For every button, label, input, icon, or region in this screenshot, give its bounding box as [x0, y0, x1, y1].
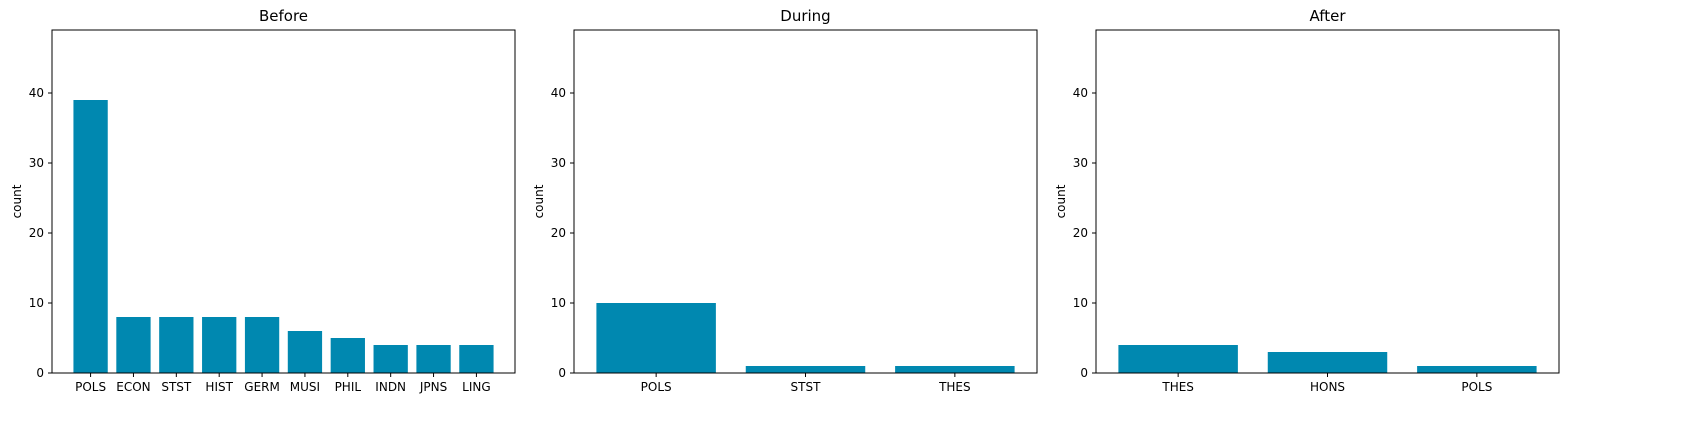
bar — [1417, 366, 1537, 373]
y-tick-label: 20 — [29, 226, 44, 240]
x-tick-label: JPNS — [419, 380, 447, 394]
chart-panel-1: POLS ECON STST HIST GERM MUSI PHIL INDN JPNS LING… — [10, 7, 516, 394]
bar — [73, 100, 108, 373]
y-tick-label: 10 — [29, 296, 44, 310]
x-tick-label: STST — [161, 380, 192, 394]
x-tick-label: HONS — [1310, 380, 1345, 394]
y-tick-label: 30 — [1073, 156, 1088, 170]
bar — [745, 366, 866, 373]
bar — [330, 338, 365, 373]
bar — [287, 331, 323, 373]
plot-frame — [51, 29, 516, 374]
x-tick-label: POLS — [1461, 380, 1492, 394]
chart-panel-3: THES HONS POLS 0 10 20 30 40 After count — [1054, 7, 1560, 394]
bar — [416, 345, 451, 373]
x-tick-label: LING — [462, 380, 491, 394]
y-tick-label: 10 — [1073, 296, 1088, 310]
y-tick-label: 0 — [36, 366, 44, 380]
y-tick-label: 30 — [29, 156, 44, 170]
bar — [373, 345, 408, 373]
x-tick-label: STST — [791, 380, 822, 394]
y-tick-label: 0 — [1080, 366, 1088, 380]
plot-frame — [573, 29, 1038, 374]
x-tick-label: THES — [1161, 380, 1194, 394]
chart-title: During — [780, 7, 830, 25]
y-tick-label: 20 — [1073, 226, 1088, 240]
x-tick-label: MUSI — [290, 380, 320, 394]
y-tick-label: 0 — [558, 366, 566, 380]
x-tick-label: ECON — [116, 380, 150, 394]
y-tick-label: 20 — [551, 226, 566, 240]
x-tick-label: THES — [938, 380, 971, 394]
bar — [116, 317, 151, 373]
chart-title: Before — [259, 7, 308, 25]
x-tick-label: GERM — [244, 380, 280, 394]
y-axis-label: count — [10, 184, 24, 218]
y-tick-label: 30 — [551, 156, 566, 170]
y-axis-label: count — [1054, 184, 1068, 218]
y-tick-label: 10 — [551, 296, 566, 310]
x-tick-label: POLS — [75, 380, 106, 394]
y-tick-label: 40 — [551, 86, 566, 100]
y-axis-label: count — [532, 184, 546, 218]
chart-panel-2: POLS STST THES 0 10 20 30 40 During count — [532, 7, 1038, 394]
bar — [895, 366, 1015, 373]
bar — [244, 317, 280, 373]
x-tick-label: PHIL — [335, 380, 362, 394]
bar — [459, 345, 494, 373]
x-tick-label: INDN — [375, 380, 406, 394]
x-tick-label: HIST — [205, 380, 233, 394]
bar — [1118, 345, 1238, 373]
bar — [159, 317, 194, 373]
bar — [202, 317, 237, 373]
bar — [1267, 352, 1388, 373]
chart-title: After — [1309, 7, 1346, 25]
y-tick-label: 40 — [1073, 86, 1088, 100]
bar — [596, 303, 716, 373]
y-tick-label: 40 — [29, 86, 44, 100]
x-tick-label: POLS — [641, 380, 672, 394]
plot-frame — [1095, 29, 1560, 374]
